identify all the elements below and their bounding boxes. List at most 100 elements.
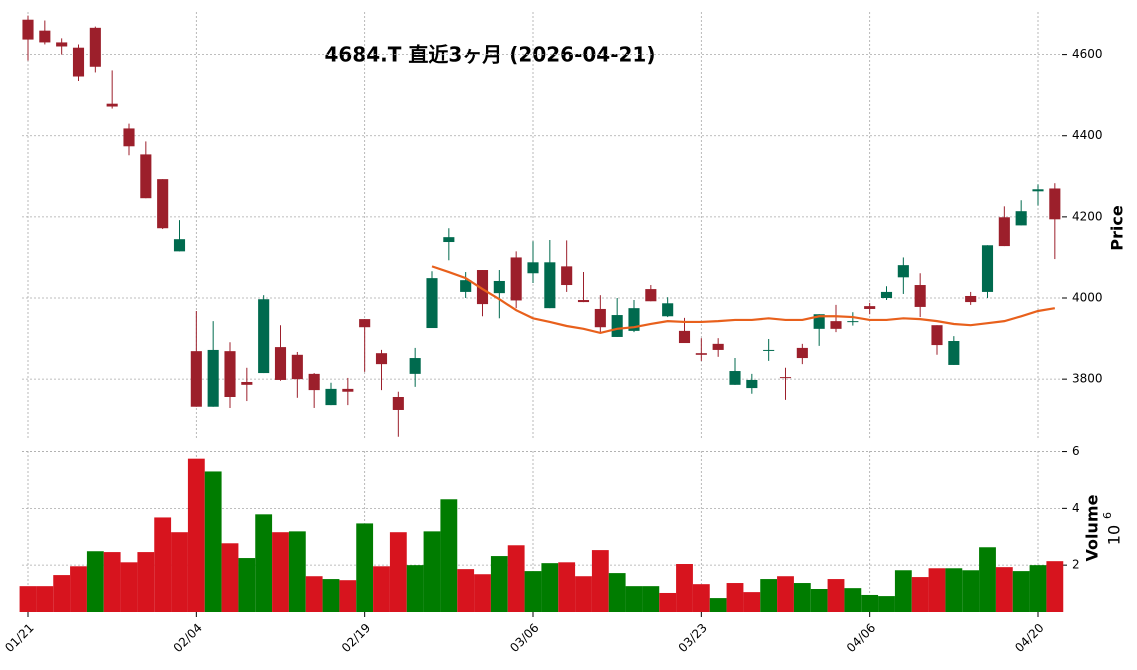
volume-bar <box>659 592 677 612</box>
candle-body <box>1049 188 1061 220</box>
candle-body <box>779 377 792 379</box>
candle-body <box>359 319 371 328</box>
x-tick-label: 02/19 <box>339 621 373 655</box>
volume-bar <box>389 532 407 612</box>
candle-body <box>662 303 674 317</box>
candle-body <box>813 314 825 329</box>
candle-body <box>1015 211 1027 226</box>
y-tick-label: 4200 <box>1072 209 1103 223</box>
volume-bar <box>440 499 458 612</box>
volume-axis-label: Volume <box>1083 494 1102 561</box>
volume-bar <box>322 579 340 612</box>
candle-body <box>409 358 421 374</box>
x-tick-label: 03/23 <box>676 621 710 655</box>
candle-body <box>981 245 994 292</box>
y-tick-label: 4400 <box>1072 128 1103 142</box>
volume-bar <box>86 551 104 612</box>
candle-body <box>375 353 388 365</box>
volume-bar <box>810 589 828 612</box>
candle-body <box>157 179 169 229</box>
candle-body <box>880 291 893 299</box>
volume-bar <box>36 586 54 612</box>
candle-body <box>224 351 236 397</box>
candle-body <box>274 347 287 380</box>
x-tick-label: 01/21 <box>2 621 36 655</box>
candle-body <box>897 265 909 278</box>
candle-body <box>998 217 1010 247</box>
volume-bar <box>356 523 374 612</box>
volume-scale: 10 6 <box>1101 512 1124 545</box>
volume-bar <box>53 575 71 612</box>
candle-body <box>123 128 135 147</box>
candle-body <box>190 351 202 407</box>
volume-bar <box>204 471 222 612</box>
volume-bar <box>760 579 778 612</box>
candle-body <box>712 343 724 350</box>
candle-body <box>561 266 573 286</box>
candle-body <box>325 388 337 406</box>
volume-bar <box>777 576 794 612</box>
volume-bar <box>238 558 256 612</box>
candle-body <box>510 257 522 301</box>
volume-tick-label: 2 <box>1072 558 1080 572</box>
volume-bar <box>709 598 727 612</box>
candle-body <box>460 280 472 292</box>
volume-bar <box>676 564 693 612</box>
volume-bar <box>103 552 121 612</box>
x-tick-label: 03/06 <box>507 621 541 655</box>
volume-bar <box>305 576 323 612</box>
candle-body <box>392 396 404 410</box>
candle-body <box>729 371 741 385</box>
volume-bar <box>474 574 491 612</box>
candle-body <box>763 349 775 351</box>
candle-body <box>493 280 505 294</box>
candle-body <box>342 388 354 392</box>
volume-bar <box>339 580 357 612</box>
x-tick-label: 02/04 <box>171 621 205 655</box>
candle-body <box>577 300 590 303</box>
candle-body <box>931 325 943 346</box>
volume-bar <box>1012 571 1030 612</box>
y-tick-label: 3800 <box>1072 372 1103 386</box>
volume-scale-base: 10 <box>1105 525 1124 545</box>
volume-bar <box>945 568 963 612</box>
volume-bar <box>827 579 845 612</box>
volume-bar <box>154 517 172 612</box>
volume-bar <box>406 565 424 612</box>
volume-bar <box>507 545 525 612</box>
candle-body <box>830 321 842 329</box>
volume-tick-label: 4 <box>1072 501 1080 515</box>
volume-bar <box>995 567 1013 612</box>
y-tick-label: 4000 <box>1072 291 1103 305</box>
volume-bar <box>793 583 811 612</box>
candle-body <box>72 47 85 77</box>
candle-body <box>291 354 303 380</box>
volume-bar <box>120 562 138 612</box>
volume-bar <box>575 576 592 612</box>
volume-bar <box>541 563 559 612</box>
candle-body <box>207 349 219 407</box>
candle-body <box>695 353 707 355</box>
volume-tick-label: 6 <box>1072 444 1080 458</box>
candle-body <box>645 289 657 302</box>
candle-body <box>544 262 556 309</box>
volume-bar <box>221 543 239 612</box>
candle-body <box>864 306 876 309</box>
candle-body <box>948 341 960 365</box>
candle-body <box>56 42 68 47</box>
volume-bar <box>979 547 996 612</box>
candle-body <box>965 295 977 303</box>
y-axis-label: Price <box>1108 205 1127 251</box>
volume-bar <box>743 592 761 612</box>
candle-body <box>594 308 606 328</box>
volume-bar <box>608 573 626 612</box>
volume-bar <box>524 571 542 612</box>
y-tick-label: 4600 <box>1072 47 1103 61</box>
candle-body <box>611 315 623 337</box>
volume-bar <box>726 583 744 612</box>
volume-bar <box>457 569 475 612</box>
candle-body <box>22 19 34 40</box>
volume-bar <box>642 586 660 612</box>
volume-bar <box>878 596 895 612</box>
